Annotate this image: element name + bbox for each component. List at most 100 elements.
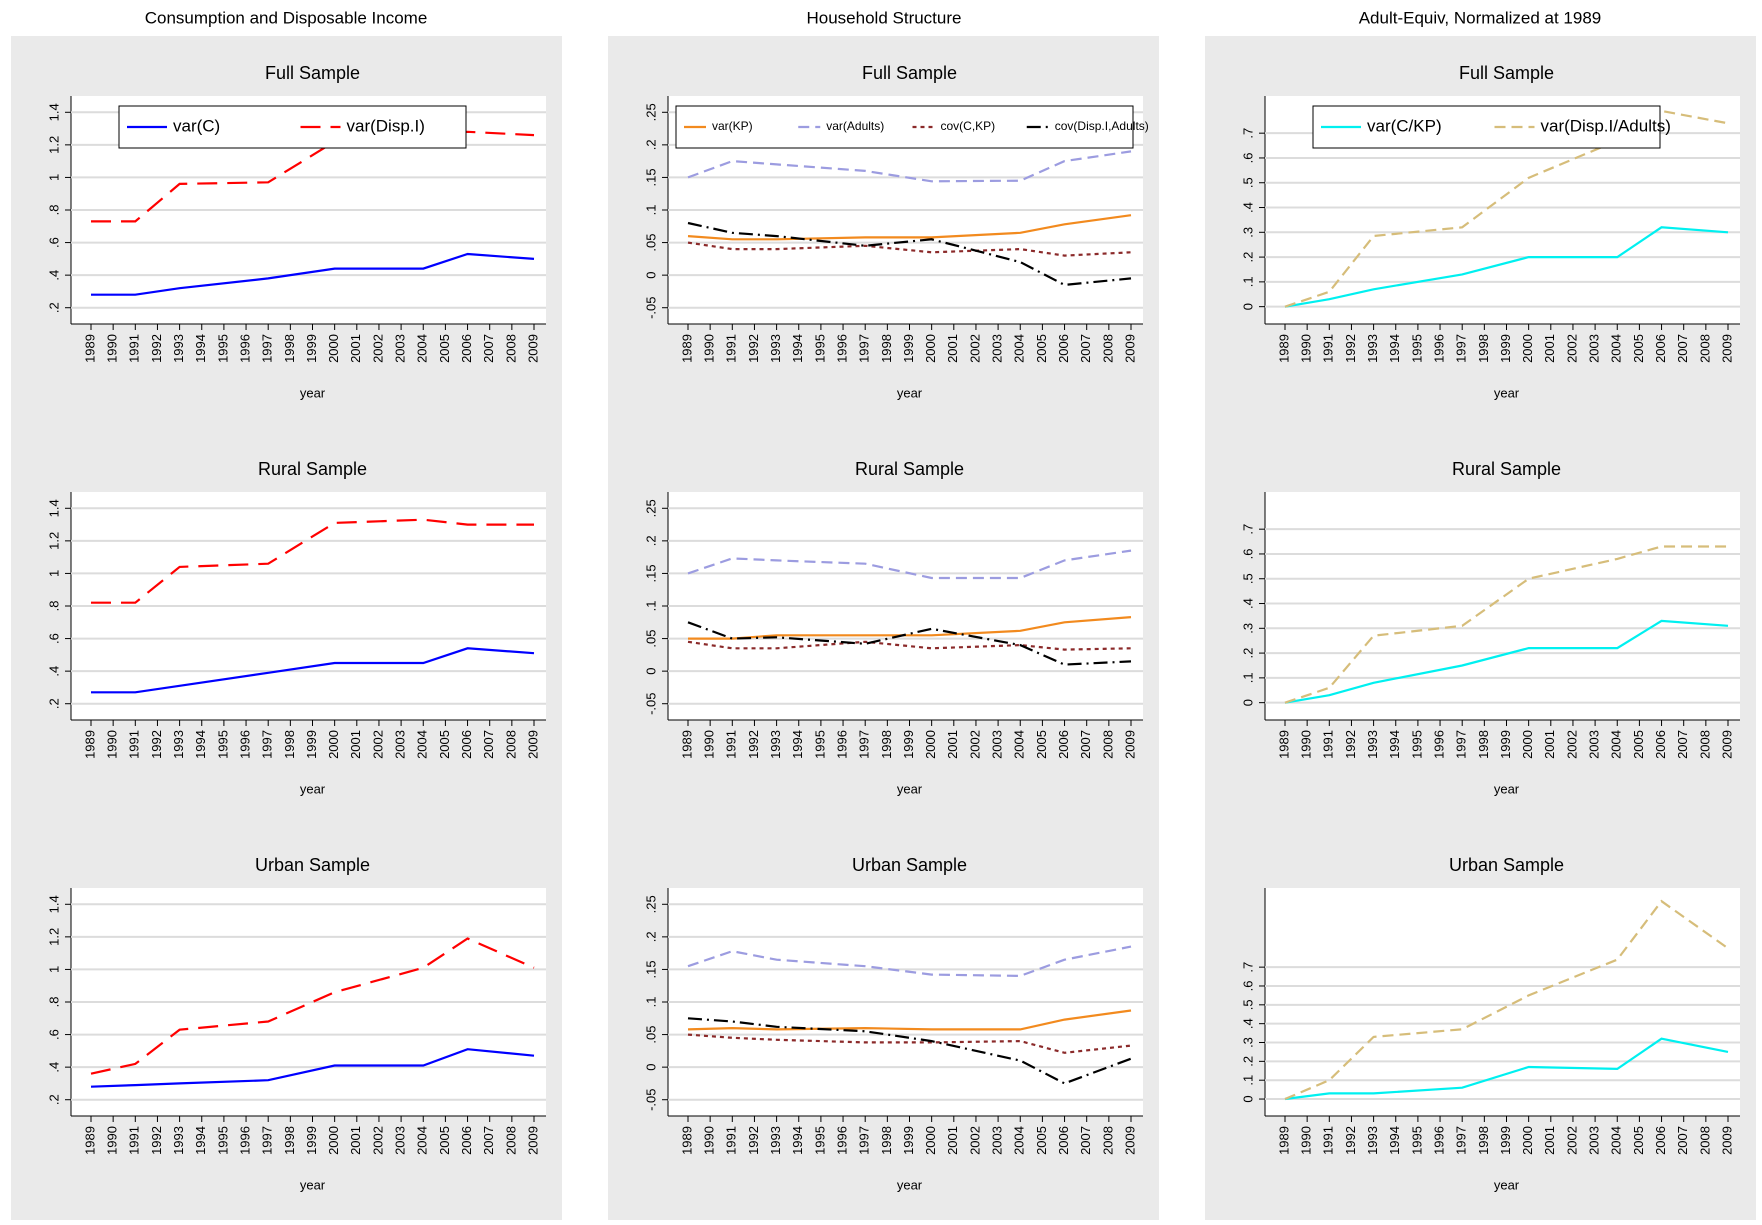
x-tick-label: 2008: [1100, 730, 1115, 759]
x-tick-label: 2003: [1587, 730, 1602, 759]
y-tick-label: .1: [1240, 1075, 1255, 1086]
y-tick-label: .25: [643, 103, 658, 121]
x-tick-label: 1996: [237, 1126, 252, 1155]
plot-area: [1265, 888, 1740, 1116]
x-tick-label: 1994: [790, 1126, 805, 1155]
series-line: [1284, 899, 1729, 1101]
x-tick-label: 1989: [679, 1126, 694, 1155]
x-tick-label: 2009: [525, 334, 540, 363]
x-tick-label: 1992: [149, 334, 164, 363]
x-tick-label: 2001: [348, 1126, 363, 1155]
x-tick-label: 2004: [1012, 730, 1027, 759]
series-line: [91, 647, 535, 694]
y-tick-label: .6: [1240, 549, 1255, 560]
x-tick-label: 1995: [1409, 730, 1424, 759]
legend-box: [675, 105, 1134, 149]
x-tick-label: 1996: [834, 334, 849, 363]
x-tick-label: 2009: [1122, 1126, 1137, 1155]
y-tick-label: -.05: [643, 297, 658, 319]
x-tick-label: 2002: [1564, 334, 1579, 363]
x-tick-label: 2001: [945, 334, 960, 363]
y-tick-label: .6: [1240, 981, 1255, 992]
y-tick-label: 1.4: [46, 103, 61, 121]
x-tick-label: 1994: [790, 730, 805, 759]
x-tick-label: 1993: [768, 730, 783, 759]
x-tick-label: 1996: [237, 730, 252, 759]
chart-title: Rural Sample: [855, 459, 964, 479]
x-tick-label: 1993: [171, 1126, 186, 1155]
y-tick-label: 0: [1240, 1095, 1255, 1102]
y-tick-label: .4: [46, 666, 61, 677]
x-tick-label: 1998: [282, 1126, 297, 1155]
y-tick-label: .6: [46, 633, 61, 644]
x-tick-label: 2001: [348, 730, 363, 759]
x-tick-label: 1997: [857, 730, 872, 759]
y-tick-label: .25: [643, 895, 658, 913]
y-tick-label: .15: [643, 168, 658, 186]
x-tick-label: 1998: [282, 730, 297, 759]
x-axis-label: year: [897, 385, 923, 400]
x-tick-label: 2007: [481, 334, 496, 363]
series-line: [687, 621, 1132, 666]
series-line: [687, 150, 1132, 183]
x-tick-label: 1992: [1343, 334, 1358, 363]
x-tick-label: 1999: [304, 730, 319, 759]
x-axis-label: year: [1494, 385, 1520, 400]
x-axis-label: year: [897, 1177, 923, 1192]
x-tick-label: 2000: [1520, 730, 1535, 759]
x-tick-label: 1993: [171, 334, 186, 363]
x-tick-label: 1993: [171, 730, 186, 759]
x-tick-label: 1992: [746, 1126, 761, 1155]
x-tick-label: 2005: [1631, 1126, 1646, 1155]
x-tick-label: 2004: [1609, 730, 1624, 759]
legend-box: [1312, 105, 1661, 149]
x-tick-label: 1990: [1299, 334, 1314, 363]
x-tick-label: 2008: [1100, 334, 1115, 363]
x-tick-label: 2009: [1122, 334, 1137, 363]
x-tick-label: 2000: [1520, 1126, 1535, 1155]
x-tick-label: 1990: [105, 730, 120, 759]
x-tick-label: 2004: [1012, 334, 1027, 363]
x-tick-label: 2008: [1697, 334, 1712, 363]
y-tick-label: .1: [1240, 672, 1255, 683]
chart-title: Rural Sample: [258, 459, 367, 479]
x-tick-label: 1991: [1321, 1126, 1336, 1155]
x-tick-label: 1998: [879, 730, 894, 759]
x-tick-label: 2009: [525, 1126, 540, 1155]
x-tick-label: 2006: [1056, 730, 1071, 759]
x-tick-label: 2002: [1564, 1126, 1579, 1155]
series-line: [91, 518, 534, 604]
series-line: [687, 214, 1132, 241]
x-tick-label: 1991: [724, 334, 739, 363]
x-tick-label: 2008: [503, 730, 518, 759]
y-tick-label: .7: [1240, 128, 1255, 139]
x-tick-label: 2008: [1697, 730, 1712, 759]
x-tick-label: 1994: [790, 334, 805, 363]
x-tick-label: 2003: [990, 730, 1005, 759]
x-tick-label: 2005: [437, 334, 452, 363]
y-tick-label: .6: [46, 1029, 61, 1040]
y-tick-label: .3: [1240, 1037, 1255, 1048]
x-tick-label: 1998: [879, 334, 894, 363]
x-tick-label: 2008: [1697, 1126, 1712, 1155]
x-tick-label: 2005: [437, 730, 452, 759]
x-tick-label: 2009: [525, 730, 540, 759]
x-tick-label: 1996: [1431, 730, 1446, 759]
y-tick-label: .1: [643, 601, 658, 612]
series-line: [687, 945, 1132, 978]
x-tick-label: 2004: [415, 334, 430, 363]
x-tick-label: 1995: [1409, 1126, 1424, 1155]
x-tick-label: 1995: [812, 730, 827, 759]
x-tick-label: 1992: [149, 730, 164, 759]
x-tick-label: 1999: [1498, 334, 1513, 363]
x-tick-label: 1999: [1498, 1126, 1513, 1155]
x-tick-label: 2004: [1609, 334, 1624, 363]
y-tick-label: 0: [643, 1064, 658, 1071]
x-tick-label: 2003: [1587, 1126, 1602, 1155]
x-tick-label: 2006: [459, 1126, 474, 1155]
x-tick-label: 1994: [193, 730, 208, 759]
y-tick-label: 1.4: [46, 499, 61, 517]
x-tick-label: 2000: [326, 730, 341, 759]
legend-label: var(Disp.I): [347, 116, 425, 135]
